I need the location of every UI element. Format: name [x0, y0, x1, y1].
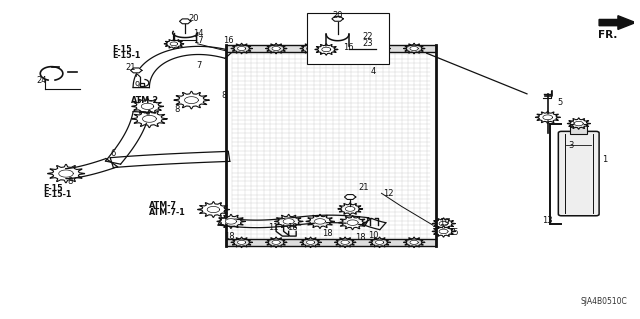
Text: 13: 13	[542, 216, 553, 225]
Text: 18: 18	[322, 229, 333, 238]
Polygon shape	[237, 47, 246, 51]
Polygon shape	[322, 47, 331, 52]
Polygon shape	[225, 219, 236, 224]
Text: 18: 18	[355, 233, 365, 241]
Bar	[226, 239, 436, 246]
Text: E-15-1: E-15-1	[112, 51, 140, 60]
Polygon shape	[344, 195, 356, 199]
Polygon shape	[207, 206, 220, 213]
Text: ATM-7: ATM-7	[149, 201, 177, 210]
Text: 12: 12	[383, 189, 393, 198]
Text: 7: 7	[196, 61, 201, 70]
Polygon shape	[283, 219, 294, 224]
Text: 1: 1	[602, 155, 607, 164]
Polygon shape	[272, 47, 280, 51]
Polygon shape	[184, 97, 198, 104]
Text: FR.: FR.	[598, 30, 617, 41]
Text: 17: 17	[193, 36, 204, 45]
Text: ATM-2: ATM-2	[131, 96, 159, 105]
Text: 6: 6	[110, 149, 115, 158]
Polygon shape	[345, 206, 355, 211]
Polygon shape	[376, 47, 384, 51]
Polygon shape	[574, 121, 583, 126]
Text: 4: 4	[370, 67, 376, 76]
Text: 24: 24	[36, 76, 47, 85]
Text: E-15-1: E-15-1	[43, 190, 71, 199]
Text: 2: 2	[570, 121, 575, 130]
Polygon shape	[307, 47, 315, 51]
Polygon shape	[347, 220, 358, 226]
Text: ATM-7-1: ATM-7-1	[149, 208, 186, 217]
Polygon shape	[439, 221, 448, 226]
Polygon shape	[341, 47, 349, 51]
Text: 21: 21	[125, 63, 136, 72]
Polygon shape	[599, 16, 636, 29]
Text: 16: 16	[223, 36, 234, 45]
Polygon shape	[59, 170, 73, 177]
Text: 22: 22	[362, 33, 372, 41]
Text: 18: 18	[224, 232, 235, 241]
Polygon shape	[131, 68, 142, 73]
Text: 21: 21	[359, 183, 369, 192]
Text: 23: 23	[362, 39, 372, 48]
Text: 8: 8	[175, 105, 180, 114]
Text: 14: 14	[193, 29, 203, 38]
Bar	[570, 123, 588, 135]
Polygon shape	[341, 240, 349, 244]
Text: 19: 19	[439, 218, 450, 226]
Text: 8: 8	[221, 91, 227, 100]
Polygon shape	[332, 16, 343, 21]
Text: 5: 5	[557, 98, 563, 107]
FancyBboxPatch shape	[558, 131, 599, 216]
Text: 10: 10	[368, 231, 379, 240]
Text: E-15: E-15	[112, 45, 131, 54]
Polygon shape	[143, 115, 156, 122]
Polygon shape	[376, 240, 384, 244]
Bar	[307, 12, 389, 64]
Polygon shape	[410, 47, 418, 51]
Text: SJA4B0510C: SJA4B0510C	[580, 297, 627, 307]
Polygon shape	[170, 42, 178, 46]
Text: 16: 16	[343, 43, 354, 52]
Text: 18: 18	[287, 223, 298, 232]
Polygon shape	[410, 240, 418, 244]
Text: 20: 20	[332, 11, 342, 19]
Polygon shape	[179, 19, 191, 24]
Polygon shape	[439, 229, 448, 234]
Polygon shape	[237, 240, 246, 244]
Text: 11: 11	[269, 223, 279, 232]
Polygon shape	[307, 240, 315, 244]
Text: 20: 20	[188, 14, 199, 23]
Polygon shape	[272, 240, 280, 244]
Text: 3: 3	[568, 141, 573, 150]
Polygon shape	[314, 219, 326, 224]
Polygon shape	[141, 103, 154, 109]
Polygon shape	[543, 115, 552, 120]
Text: 9: 9	[134, 81, 140, 90]
Text: 15: 15	[448, 227, 458, 236]
Bar	[226, 45, 436, 52]
Text: E-15: E-15	[43, 184, 63, 193]
Text: 8: 8	[68, 177, 73, 186]
